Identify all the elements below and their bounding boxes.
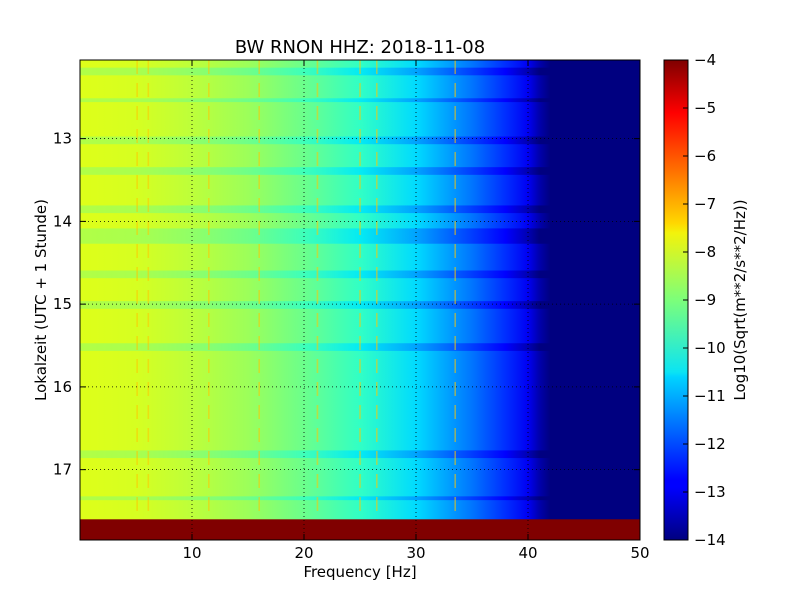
broadband-band [80, 304, 640, 310]
colorbar-tick-label: −14 [694, 531, 726, 549]
heatmap-row [80, 488, 640, 494]
broadband-band [80, 236, 640, 241]
heatmap-row [80, 419, 640, 425]
heatmap-row [80, 492, 640, 497]
heatmap-row [80, 144, 640, 149]
spectral-lines [136, 60, 457, 520]
y-tick-label: 14 [53, 212, 72, 230]
y-tick-label: 15 [53, 295, 72, 313]
colorbar-tick-label: −11 [694, 387, 726, 405]
heatmap-row [80, 216, 640, 222]
heatmap-row [80, 190, 640, 195]
heatmap-row [80, 331, 640, 337]
colorbar-tick-label: −12 [694, 435, 726, 453]
heatmap-row [80, 350, 640, 356]
colorbar-ticks: −4 −5 −6 −7 −8 −9 −10 −11 −12 −13 −14 [683, 51, 726, 549]
y-tick-label: 16 [53, 378, 72, 396]
heatmap-row [80, 102, 640, 107]
heatmap-row [80, 442, 640, 448]
y-tick-label: 13 [53, 130, 72, 148]
heatmap-row [80, 285, 640, 291]
broadband-band [80, 98, 640, 103]
colorbar-tick-label: −13 [694, 483, 726, 501]
heatmap-row [80, 121, 640, 126]
x-tick-label: 20 [294, 544, 313, 562]
y-axis-ticks: 13 14 15 16 17 [53, 130, 640, 479]
x-tick-label: 10 [182, 544, 201, 562]
x-tick-label: 50 [630, 544, 649, 562]
grid-lines [80, 60, 640, 540]
heatmap-row [80, 75, 640, 80]
x-axis-label: Frequency [Hz] [303, 563, 416, 581]
saturated-band [80, 519, 640, 540]
plot-frame [79, 59, 641, 541]
heatmap-row [80, 469, 640, 474]
colorbar-tick-label: −8 [694, 243, 716, 261]
colorbar-tick-label: −6 [694, 147, 716, 165]
colorbar: −4 −5 −6 −7 −8 −9 −10 −11 −12 −13 −14 [663, 51, 726, 549]
broadband-band [80, 171, 640, 176]
colorbar-tick-label: −4 [694, 51, 716, 69]
heatmap-row [80, 446, 640, 452]
colorbar-tick-label: −10 [694, 339, 726, 357]
heatmap-row [80, 79, 640, 84]
heatmap-row [80, 377, 640, 383]
heatmap-row [80, 423, 640, 429]
x-tick-label: 40 [518, 544, 537, 562]
heatmap-row [80, 465, 640, 471]
heatmap-row [80, 511, 640, 517]
heatmap-row [80, 193, 640, 199]
heatmap-rows [80, 60, 640, 520]
spectrogram-plot-area: 10 20 30 40 50 13 14 15 16 17 [53, 59, 650, 562]
broadband-band [80, 239, 640, 245]
heatmap-row [80, 282, 640, 287]
heatmap-row [80, 400, 640, 406]
heatmap-row [80, 148, 640, 153]
chart-title: BW RNON HHZ: 2018-11-08 [235, 37, 485, 58]
heatmap-row [80, 354, 640, 360]
heatmap-row [80, 262, 640, 268]
colorbar-tick-label: −5 [694, 99, 716, 117]
x-axis-ticks: 10 20 30 40 50 [182, 60, 650, 562]
colorbar-label: Log10(Sqrt(m**2/s**2/Hz)) [731, 199, 749, 400]
heatmap-row [80, 396, 640, 402]
heatmap-row [80, 308, 640, 314]
heatmap-row [80, 515, 640, 520]
x-tick-label: 30 [406, 544, 425, 562]
heatmap-row [80, 373, 640, 379]
heatmap-row [80, 327, 640, 333]
heatmap-row [80, 125, 640, 130]
y-tick-label: 17 [53, 461, 72, 479]
colorbar-tick-label: −7 [694, 195, 716, 213]
heatmap-row [80, 259, 640, 264]
broadband-band [80, 167, 640, 172]
y-axis-label: Lokalzeit (UTC + 1 Stunde) [32, 199, 50, 401]
heatmap-row [80, 213, 640, 218]
colorbar-tick-label: −9 [694, 291, 716, 309]
